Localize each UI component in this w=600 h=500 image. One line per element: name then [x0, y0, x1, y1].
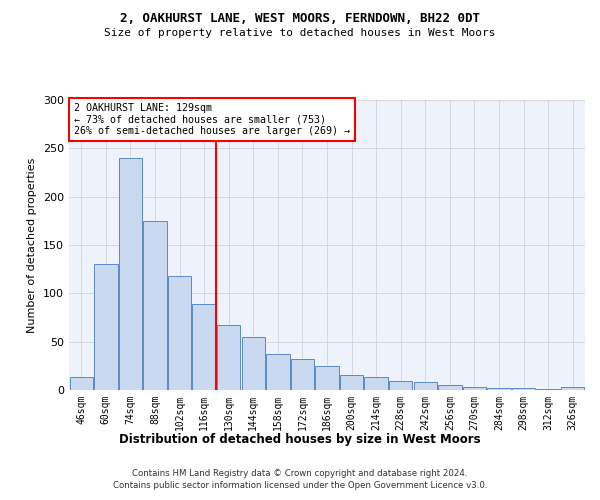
Bar [70, 378, 93, 390]
Bar [217, 325, 241, 390]
Bar [561, 387, 584, 390]
Text: Contains HM Land Registry data © Crown copyright and database right 2024.: Contains HM Land Registry data © Crown c… [132, 468, 468, 477]
Bar [119, 158, 142, 390]
Bar [242, 337, 265, 390]
Bar [340, 374, 363, 390]
Bar [389, 382, 412, 390]
Text: 2, OAKHURST LANE, WEST MOORS, FERNDOWN, BH22 0DT: 2, OAKHURST LANE, WEST MOORS, FERNDOWN, … [120, 12, 480, 26]
Bar [266, 354, 290, 390]
Bar [413, 382, 437, 390]
Bar [143, 221, 167, 390]
Bar [291, 359, 314, 390]
Y-axis label: Number of detached properties: Number of detached properties [28, 158, 37, 332]
Text: Size of property relative to detached houses in West Moors: Size of property relative to detached ho… [104, 28, 496, 38]
Bar [364, 378, 388, 390]
Text: Distribution of detached houses by size in West Moors: Distribution of detached houses by size … [119, 432, 481, 446]
Bar [487, 388, 511, 390]
Text: 2 OAKHURST LANE: 129sqm
← 73% of detached houses are smaller (753)
26% of semi-d: 2 OAKHURST LANE: 129sqm ← 73% of detache… [74, 103, 350, 136]
Bar [94, 264, 118, 390]
Bar [316, 366, 338, 390]
Bar [536, 389, 560, 390]
Bar [168, 276, 191, 390]
Bar [512, 388, 535, 390]
Bar [463, 387, 486, 390]
Bar [193, 304, 216, 390]
Text: Contains public sector information licensed under the Open Government Licence v3: Contains public sector information licen… [113, 481, 487, 490]
Bar [438, 385, 461, 390]
